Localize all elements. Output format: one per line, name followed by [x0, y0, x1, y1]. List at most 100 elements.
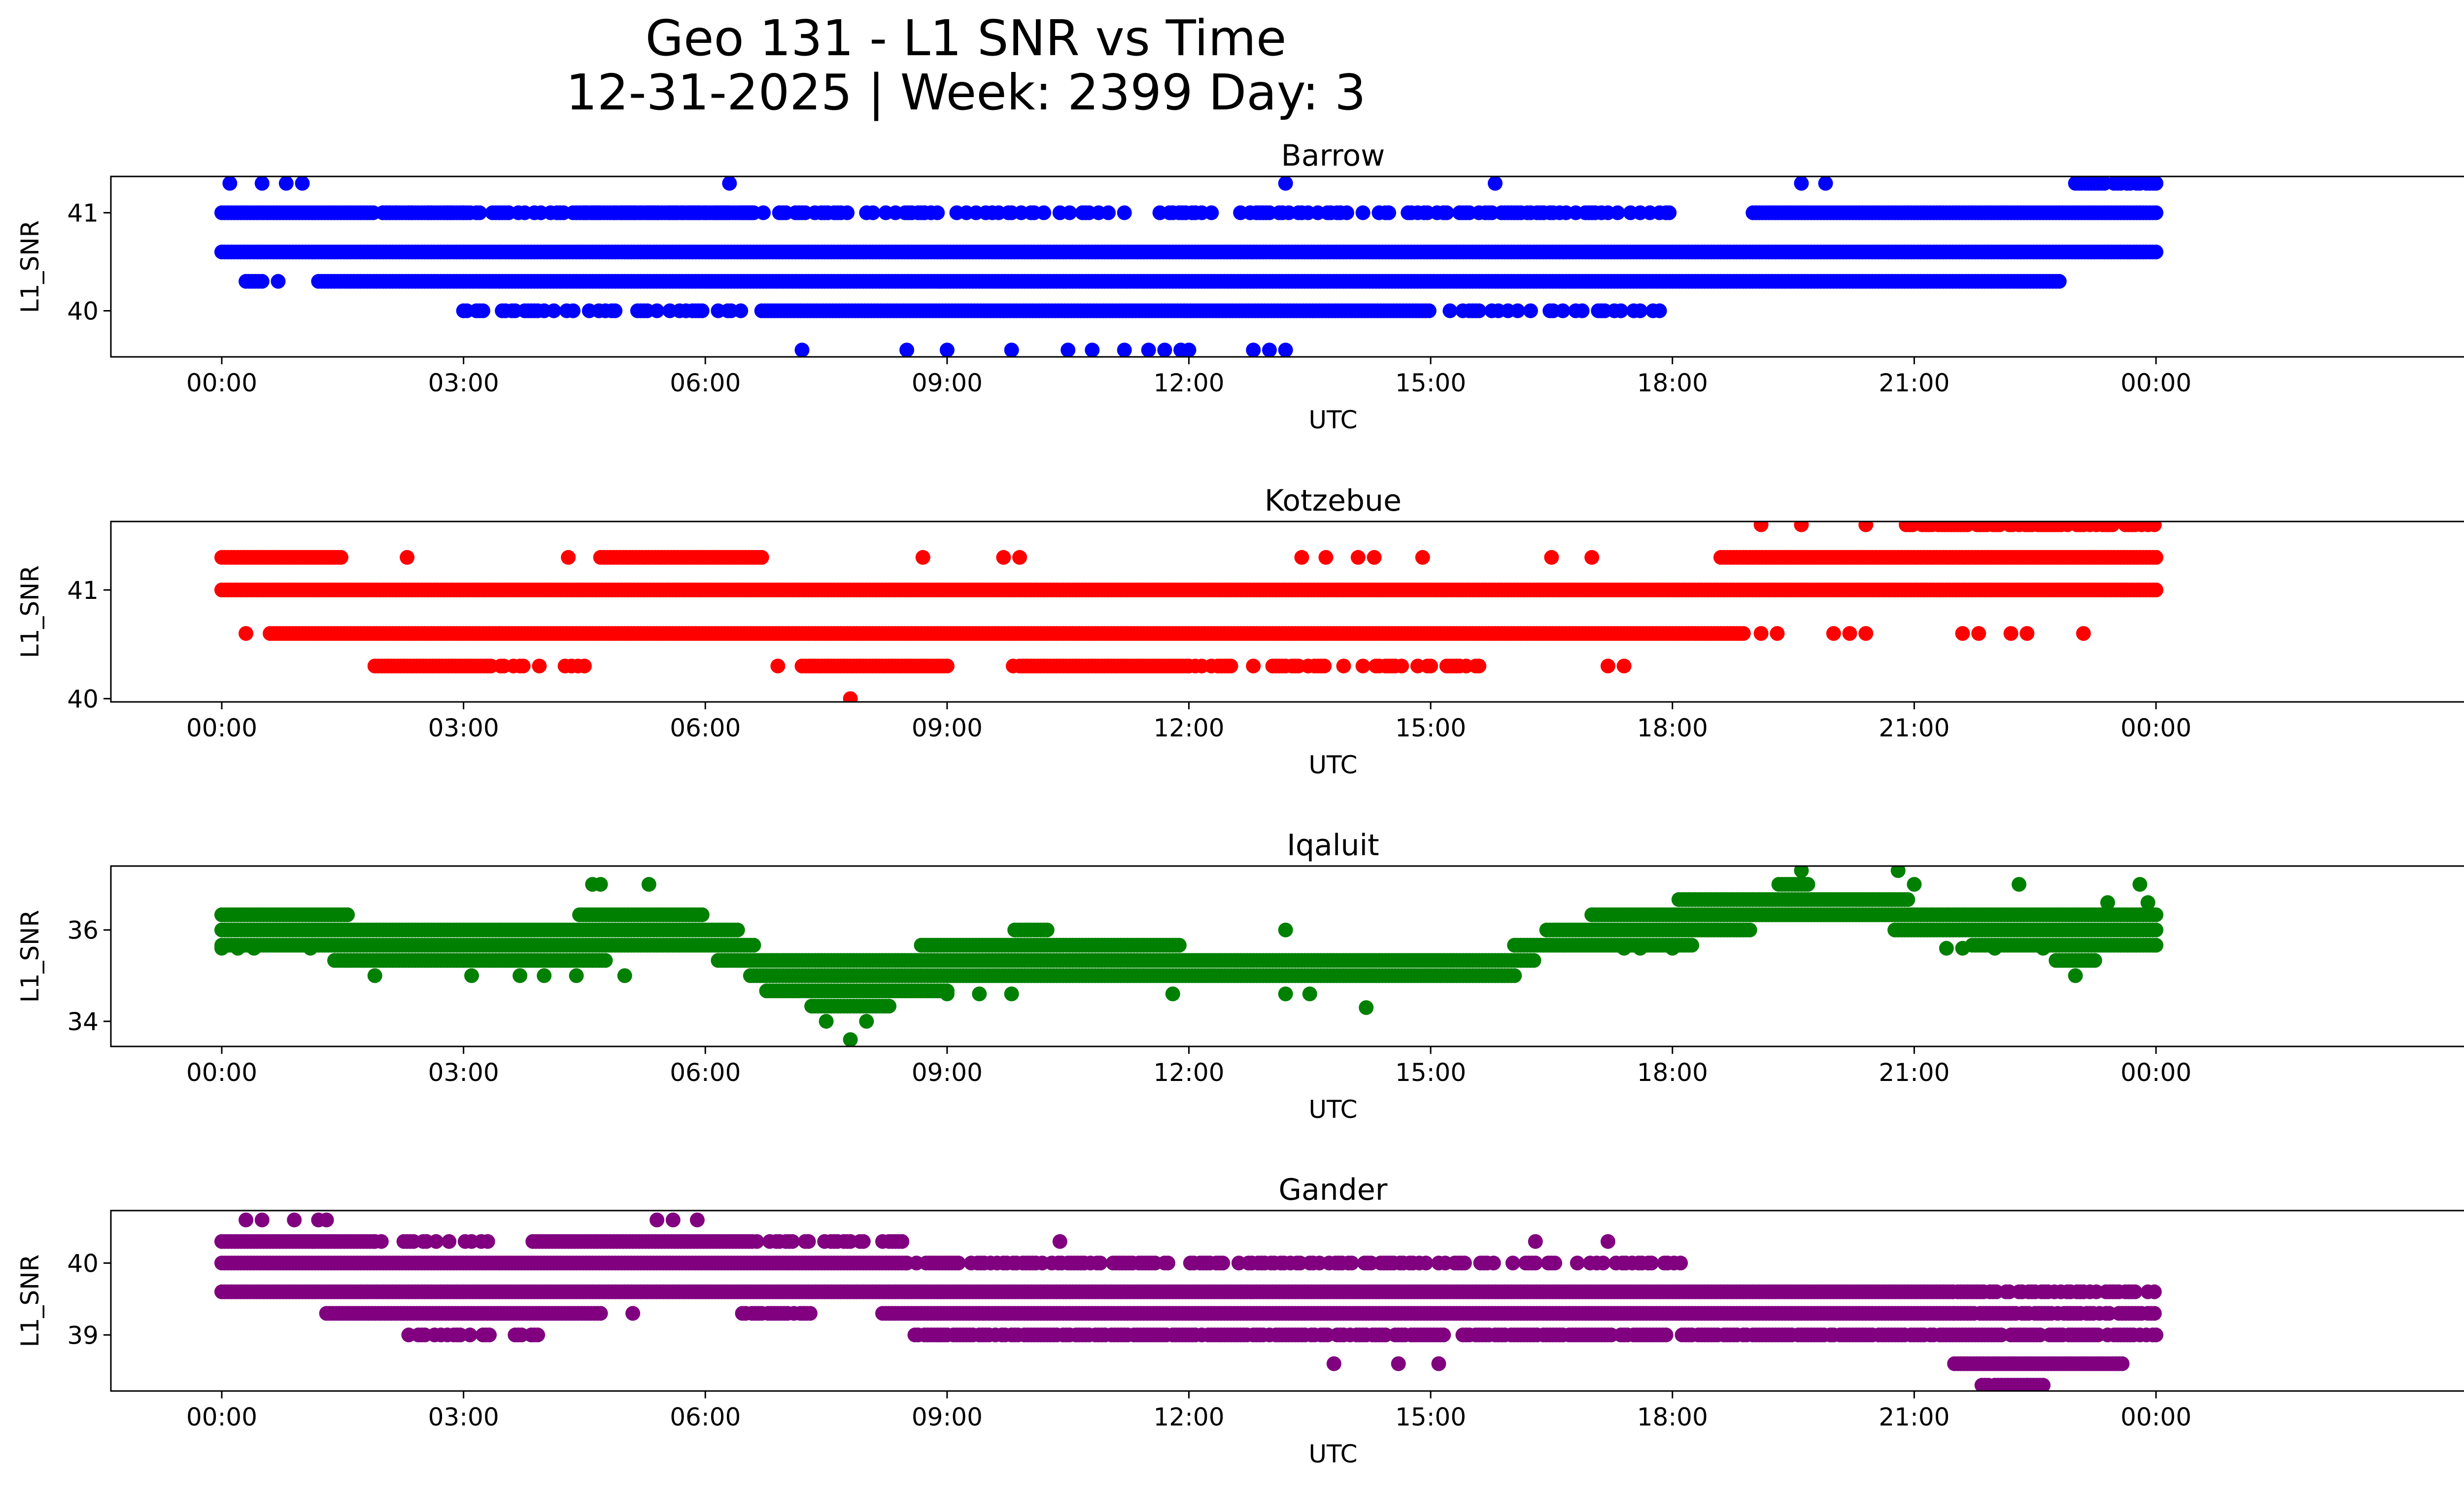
panel-title-kotzebue: Kotzebue: [1265, 484, 1402, 518]
data-point: [939, 343, 955, 357]
series-kotzebue: [214, 522, 2163, 702]
data-point: [1736, 626, 1751, 641]
data-point: [1442, 303, 1458, 318]
figure-title-line1: Geo 131 - L1 SNR vs Time: [646, 9, 1287, 67]
data-point: [1141, 343, 1156, 357]
data-point: [2105, 522, 2120, 532]
x-tick-label: 00:00: [2121, 714, 2191, 742]
data-point: [1633, 303, 1648, 318]
data-point: [756, 205, 771, 220]
x-tick-label: 18:00: [1637, 369, 1708, 397]
y-axis-label: L1_SNR: [16, 565, 44, 659]
data-point: [1753, 522, 1769, 532]
x-tick-label: 12:00: [1153, 369, 1224, 397]
data-point: [1858, 522, 1874, 532]
data-point: [1472, 659, 1487, 674]
data-point: [1842, 626, 1857, 641]
x-tick-label: 12:00: [1153, 714, 1224, 742]
data-point: [694, 303, 710, 318]
data-point: [843, 691, 858, 702]
data-point: [1204, 205, 1219, 220]
y-tick-label: 41: [67, 576, 99, 605]
data-point: [1355, 659, 1370, 674]
data-point: [1652, 303, 1667, 318]
data-point: [1753, 626, 1769, 641]
data-point: [1971, 626, 1986, 641]
panel-title-iqaluit: Iqaluit: [1287, 828, 1379, 863]
data-point: [388, 205, 404, 220]
x-tick-label: 09:00: [912, 369, 983, 397]
y-tick-label: 40: [67, 297, 99, 326]
data-point: [754, 550, 769, 565]
data-point: [1544, 550, 1559, 565]
data-point: [515, 659, 531, 674]
data-point: [1613, 303, 1629, 318]
data-point: [939, 659, 955, 674]
data-point: [1662, 205, 1677, 220]
data-point: [650, 205, 665, 220]
data-point: [405, 205, 419, 220]
data-point: [2149, 205, 2163, 220]
series-iqaluit: [214, 866, 2163, 1046]
data-point: [1472, 303, 1487, 318]
series-barrow: [214, 176, 2163, 357]
data-point: [400, 550, 415, 565]
data-point: [1800, 877, 1815, 892]
data-point: [472, 205, 487, 220]
data-point: [340, 907, 355, 922]
data-point: [1246, 343, 1261, 357]
data-point: [1584, 550, 1600, 565]
data-point: [1036, 205, 1052, 220]
x-tick-label: 21:00: [1879, 714, 1950, 742]
data-point: [650, 303, 665, 318]
data-point: [1117, 205, 1132, 220]
data-point: [899, 343, 915, 357]
data-point: [1223, 659, 1238, 674]
x-tick-label: 00:00: [186, 369, 257, 397]
axes-frame-kotzebue: [110, 521, 2464, 703]
data-point: [1794, 176, 1809, 191]
data-point: [1101, 205, 1116, 220]
data-point: [1488, 176, 1503, 191]
data-point: [295, 176, 310, 191]
data-point: [546, 303, 561, 318]
data-point: [1085, 343, 1100, 357]
data-point: [1262, 343, 1277, 357]
y-axis-label: L1_SNR: [16, 220, 44, 313]
data-point: [2003, 626, 2019, 641]
data-point: [840, 205, 855, 220]
data-point: [1555, 303, 1571, 318]
data-point: [1507, 968, 1522, 983]
data-point: [1317, 659, 1332, 674]
data-point: [1742, 922, 1757, 938]
data-point: [254, 274, 270, 289]
data-point: [915, 550, 930, 565]
data-point: [424, 205, 439, 220]
data-point: [1278, 343, 1293, 357]
data-point: [1394, 659, 1409, 674]
axes-frame-barrow: [110, 175, 2464, 358]
data-point: [882, 999, 897, 1014]
data-point: [694, 907, 710, 922]
data-point: [1012, 550, 1027, 565]
x-tick-label: 00:00: [186, 714, 257, 742]
x-axis-label: UTC: [1308, 406, 1357, 434]
data-point: [1818, 176, 1833, 191]
data-point: [1061, 343, 1076, 357]
data-point: [1600, 659, 1615, 674]
data-point: [532, 659, 547, 674]
data-point: [2149, 582, 2163, 597]
x-tick-label: 09:00: [912, 714, 983, 742]
data-point: [2149, 244, 2163, 260]
data-point: [278, 176, 294, 191]
data-point: [1415, 550, 1430, 565]
data-point: [1004, 343, 1019, 357]
data-point: [1117, 343, 1132, 357]
data-point: [996, 550, 1011, 565]
data-point: [2147, 522, 2162, 532]
data-point: [239, 626, 254, 641]
